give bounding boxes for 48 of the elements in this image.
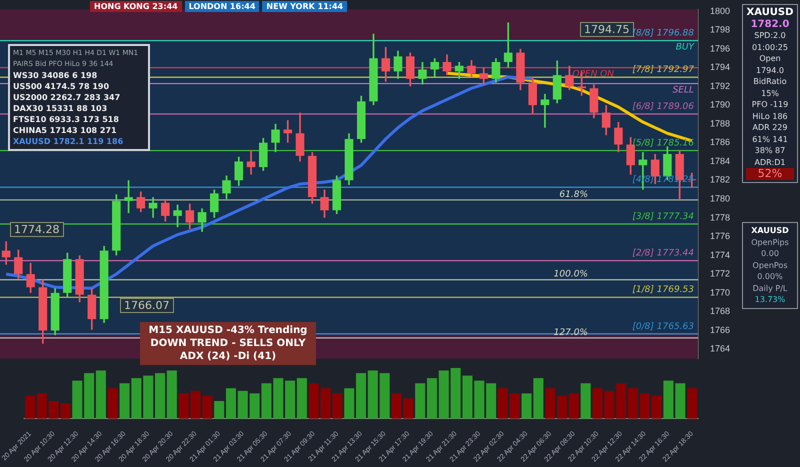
y-tick-label: 1770 — [710, 287, 730, 298]
y-tick-label: 1772 — [710, 268, 730, 279]
annotation: ADX (24) -Di (41) — [178, 350, 278, 363]
annotation: 100.0% — [554, 270, 588, 280]
y-tick-label: 1796 — [710, 43, 730, 54]
annotation: DAX30 15331 88 103 — [13, 103, 108, 114]
ref-line-label: [2/8] 1773.44 — [632, 248, 694, 258]
y-tick-label: 1792 — [710, 80, 730, 91]
y-tick-label: 1788 — [710, 118, 730, 128]
y-tick-label: 1778 — [710, 212, 730, 222]
annotation: HONG KONG 23:44 — [90, 1, 182, 12]
y-tick-label: 1784 — [710, 156, 730, 166]
ref-line-label: SELL — [672, 85, 694, 96]
annotation: NEW YORK 11:44 — [262, 1, 348, 12]
y-tick-label: 1786 — [710, 137, 730, 148]
y-tick-label: 1764 — [710, 344, 730, 354]
ref-line-label: [0/8] 1765.63 — [632, 322, 694, 332]
price-tag: 1794.75 — [580, 22, 634, 37]
ref-line-label: BUY — [676, 42, 696, 52]
info-panel: XAUUSD 1782.0 SPD:2.0 01:00:25 Open 1794.0 BidRatio 15% PFO -119 HiLo 186 ADR 229 61% 141 38% 87 ADR:D1 52% — [742, 4, 798, 182]
ref-line-label: [5/8] 1785.16 — [632, 138, 694, 148]
y-tick-label: 1782 — [710, 174, 730, 185]
y-tick-label: 1790 — [710, 100, 730, 110]
annotation: DOWN TREND - SELLS ONLY — [149, 337, 307, 350]
y-tick-label: 1800 — [710, 6, 730, 16]
annotation: US2000 2262.7 283 347 — [13, 92, 122, 103]
account-panel: XAUUSD OpenPips 0.00 OpenPos 0.00% Daily P/L 13.73% — [742, 222, 798, 308]
y-tick-label: 1794 — [710, 62, 730, 72]
y-tick-label: 1780 — [710, 194, 730, 204]
y-tick-label: 1776 — [710, 231, 730, 242]
y-tick-label: 1768 — [710, 306, 730, 316]
ref-line-label: [3/8] 1777.34 — [632, 212, 694, 222]
ref-line-label: [1/8] 1769.53 — [632, 285, 694, 296]
annotation: 61.8% — [559, 190, 588, 200]
price-tag: 1774.28 — [10, 222, 64, 237]
annotation: CHINA5 17143 108 271 — [13, 125, 118, 136]
y-tick-label: 1766 — [710, 324, 730, 335]
y-tick-label: 1774 — [710, 250, 730, 260]
trend-box: M15 XAUUSD -43% Trending DOWN TREND - SELLS ONLY ADX (24) -Di (41) — [140, 322, 316, 365]
annotation: M15 XAUUSD -43% Trending — [148, 324, 308, 337]
annotation: FTSE10 6933.3 173 518 — [13, 114, 120, 125]
annotation: WS30 34086 6 198 — [13, 70, 98, 81]
ref-line-label: [6/8] 1789.06 — [632, 102, 694, 112]
annotation: XAUUSD 1782.1 119 186 — [13, 136, 124, 147]
y-tick-label: 1798 — [710, 24, 730, 35]
annotation: US500 4174.5 78 190 — [13, 81, 110, 92]
price-tag: 1766.07 — [120, 298, 174, 313]
annotation: LONDON 16:44 — [184, 1, 260, 12]
